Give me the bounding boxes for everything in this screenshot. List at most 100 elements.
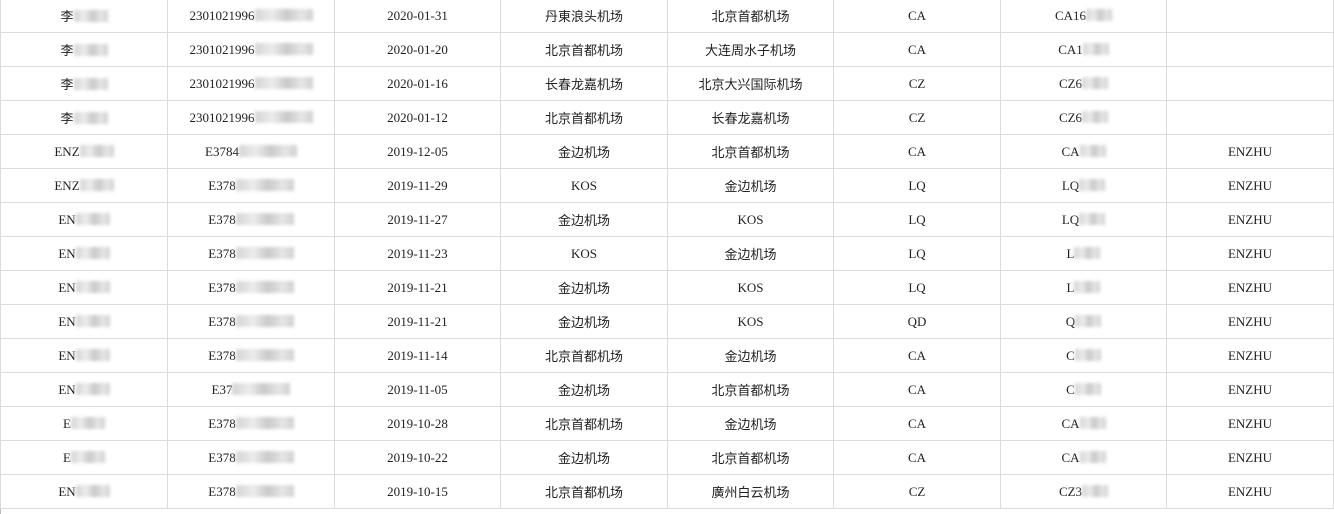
airline-cell[interactable]: QD xyxy=(833,304,1001,339)
date-cell[interactable]: 2019-11-21 xyxy=(334,270,501,305)
note-cell[interactable] xyxy=(1166,0,1334,33)
airline-cell[interactable]: CZ xyxy=(833,100,1001,135)
note-cell[interactable]: ENZHU xyxy=(1166,440,1334,475)
airline-cell[interactable]: LQ xyxy=(833,168,1001,203)
flight-number-cell[interactable]: C xyxy=(1000,338,1167,373)
date-cell[interactable]: 2020-01-16 xyxy=(334,66,501,101)
flight-number-cell[interactable]: CZ6 xyxy=(1000,66,1167,101)
id-number-cell[interactable]: 2301021996 xyxy=(167,66,335,101)
destination-cell[interactable]: 北京大兴国际机场 xyxy=(667,66,834,101)
destination-cell[interactable]: KOS xyxy=(667,270,834,305)
destination-cell[interactable]: 北京首都机场 xyxy=(667,134,834,169)
id-number-cell[interactable]: E3784 xyxy=(167,134,335,169)
destination-cell[interactable]: KOS xyxy=(667,202,834,237)
id-number-cell[interactable]: E378 xyxy=(167,440,335,475)
airline-cell[interactable]: CA xyxy=(833,0,1001,33)
id-number-cell[interactable]: 2301021996 xyxy=(167,32,335,67)
origin-cell[interactable]: 金边机场 xyxy=(500,372,668,407)
airline-cell[interactable]: CA xyxy=(833,406,1001,441)
flight-number-cell[interactable]: CA xyxy=(1000,440,1167,475)
passenger-name-cell[interactable]: 李 xyxy=(0,100,168,135)
airline-cell[interactable]: CZ xyxy=(833,474,1001,509)
flight-number-cell[interactable]: L xyxy=(1000,236,1167,271)
date-cell[interactable]: 2019-11-05 xyxy=(334,372,501,407)
airline-cell[interactable]: CA xyxy=(833,338,1001,373)
origin-cell[interactable]: 金边机场 xyxy=(500,440,668,475)
flight-number-cell[interactable]: CA16 xyxy=(1000,0,1167,33)
flight-number-cell[interactable]: LQ xyxy=(1000,202,1167,237)
flight-number-cell[interactable]: C xyxy=(1000,372,1167,407)
origin-cell[interactable]: 北京首都机场 xyxy=(500,32,668,67)
passenger-name-cell[interactable]: 李 xyxy=(0,66,168,101)
note-cell[interactable]: ENZHU xyxy=(1166,134,1334,169)
date-cell[interactable]: 2019-11-27 xyxy=(334,202,501,237)
date-cell[interactable]: 2019-10-15 xyxy=(334,474,501,509)
note-cell[interactable]: ENZHU xyxy=(1166,338,1334,373)
id-number-cell[interactable]: E378 xyxy=(167,474,335,509)
note-cell[interactable]: ENZHU xyxy=(1166,304,1334,339)
note-cell[interactable]: ENZHU xyxy=(1166,372,1334,407)
note-cell[interactable]: ENZHU xyxy=(1166,236,1334,271)
origin-cell[interactable]: 北京首都机场 xyxy=(500,406,668,441)
passenger-name-cell[interactable]: EN xyxy=(0,270,168,305)
destination-cell[interactable]: 北京首都机场 xyxy=(667,372,834,407)
origin-cell[interactable]: 北京首都机场 xyxy=(500,338,668,373)
id-number-cell[interactable]: E378 xyxy=(167,202,335,237)
flight-number-cell[interactable]: L xyxy=(1000,270,1167,305)
flight-number-cell[interactable]: CA xyxy=(1000,134,1167,169)
passenger-name-cell[interactable]: EN xyxy=(0,236,168,271)
passenger-name-cell[interactable]: E xyxy=(0,440,168,475)
note-cell[interactable]: ENZHU xyxy=(1166,202,1334,237)
origin-cell[interactable]: 金边机场 xyxy=(500,270,668,305)
airline-cell[interactable]: CA xyxy=(833,134,1001,169)
note-cell[interactable] xyxy=(1166,100,1334,135)
id-number-cell[interactable]: E378 xyxy=(167,304,335,339)
date-cell[interactable]: 2020-01-20 xyxy=(334,32,501,67)
passenger-name-cell[interactable]: EN xyxy=(0,304,168,339)
passenger-name-cell[interactable]: ENZ xyxy=(0,168,168,203)
id-number-cell[interactable]: E378 xyxy=(167,338,335,373)
airline-cell[interactable]: CA xyxy=(833,372,1001,407)
date-cell[interactable]: 2019-11-14 xyxy=(334,338,501,373)
id-number-cell[interactable]: E378 xyxy=(167,168,335,203)
passenger-name-cell[interactable]: EN xyxy=(0,372,168,407)
origin-cell[interactable]: 金边机场 xyxy=(500,304,668,339)
note-cell[interactable]: ENZHU xyxy=(1166,270,1334,305)
flight-number-cell[interactable]: CA1 xyxy=(1000,32,1167,67)
id-number-cell[interactable]: E378 xyxy=(167,236,335,271)
date-cell[interactable]: 2020-01-31 xyxy=(334,0,501,33)
passenger-name-cell[interactable]: EN xyxy=(0,202,168,237)
destination-cell[interactable]: 金边机场 xyxy=(667,406,834,441)
destination-cell[interactable]: 长春龙嘉机场 xyxy=(667,100,834,135)
note-cell[interactable] xyxy=(1166,32,1334,67)
date-cell[interactable]: 2019-11-29 xyxy=(334,168,501,203)
passenger-name-cell[interactable]: EN xyxy=(0,474,168,509)
destination-cell[interactable]: 金边机场 xyxy=(667,168,834,203)
flight-number-cell[interactable]: CZ3 xyxy=(1000,474,1167,509)
airline-cell[interactable]: CZ xyxy=(833,66,1001,101)
origin-cell[interactable]: 长春龙嘉机场 xyxy=(500,66,668,101)
date-cell[interactable]: 2019-10-28 xyxy=(334,406,501,441)
destination-cell[interactable]: KOS xyxy=(667,304,834,339)
destination-cell[interactable]: 金边机场 xyxy=(667,338,834,373)
origin-cell[interactable]: 丹東浪头机场 xyxy=(500,0,668,33)
destination-cell[interactable]: 廣州白云机场 xyxy=(667,474,834,509)
flight-number-cell[interactable]: Q xyxy=(1000,304,1167,339)
origin-cell[interactable]: 北京首都机场 xyxy=(500,100,668,135)
airline-cell[interactable]: LQ xyxy=(833,202,1001,237)
airline-cell[interactable]: LQ xyxy=(833,270,1001,305)
id-number-cell[interactable]: E378 xyxy=(167,406,335,441)
flight-number-cell[interactable]: CA xyxy=(1000,406,1167,441)
passenger-name-cell[interactable]: ENZ xyxy=(0,134,168,169)
date-cell[interactable]: 2020-01-12 xyxy=(334,100,501,135)
destination-cell[interactable]: 金边机场 xyxy=(667,236,834,271)
airline-cell[interactable]: CA xyxy=(833,32,1001,67)
id-number-cell[interactable]: 2301021996 xyxy=(167,0,335,33)
passenger-name-cell[interactable]: EN xyxy=(0,338,168,373)
passenger-name-cell[interactable]: 李 xyxy=(0,0,168,33)
id-number-cell[interactable]: 2301021996 xyxy=(167,100,335,135)
passenger-name-cell[interactable]: E xyxy=(0,406,168,441)
origin-cell[interactable]: 金边机场 xyxy=(500,202,668,237)
note-cell[interactable]: ENZHU xyxy=(1166,168,1334,203)
flight-number-cell[interactable]: CZ6 xyxy=(1000,100,1167,135)
